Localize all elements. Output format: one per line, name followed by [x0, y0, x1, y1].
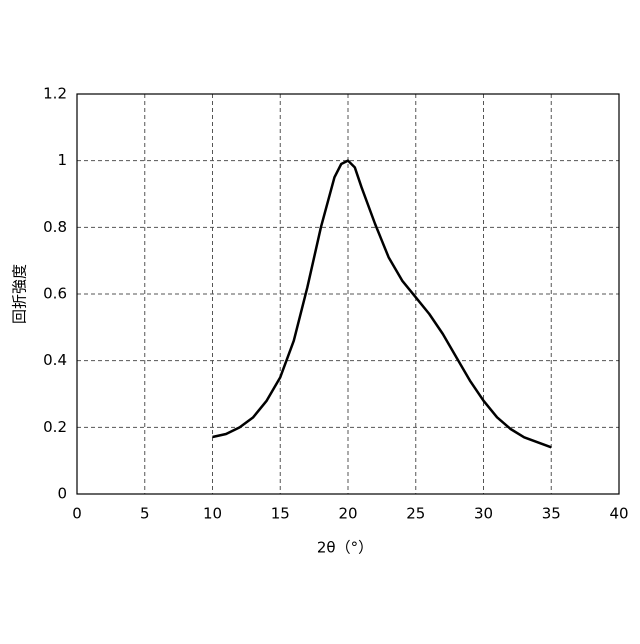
data-line	[213, 161, 552, 448]
y-tick-label: 0.6	[43, 285, 67, 303]
y-tick-label: 1.2	[43, 85, 67, 103]
y-tick-label: 0.2	[43, 418, 67, 436]
x-tick-label: 25	[406, 505, 425, 523]
x-tick-label: 15	[271, 505, 290, 523]
x-tick-label: 30	[474, 505, 493, 523]
y-tick-label: 0.8	[43, 218, 67, 236]
y-axis-label: 回折強度	[11, 264, 29, 324]
x-tick-label: 10	[203, 505, 222, 523]
y-tick-label: 1	[57, 151, 67, 169]
x-axis-label: 2θ（°）	[317, 539, 373, 557]
page: {"chart_data": {"type": "line", "x_label…	[0, 0, 640, 644]
x-tick-label: 40	[609, 505, 628, 523]
x-tick-label: 35	[542, 505, 561, 523]
x-tick-label: 5	[140, 505, 150, 523]
x-tick-label: 20	[338, 505, 357, 523]
chart: 2θ（°） 回折強度 0 0.2 0.4 0.6 0.8 1 1.2 0 5 10 15 20 25 30…	[0, 0, 640, 640]
y-tick-label: 0.4	[43, 351, 67, 369]
x-tick-label: 0	[72, 505, 82, 523]
y-tick-label: 0	[57, 485, 67, 503]
